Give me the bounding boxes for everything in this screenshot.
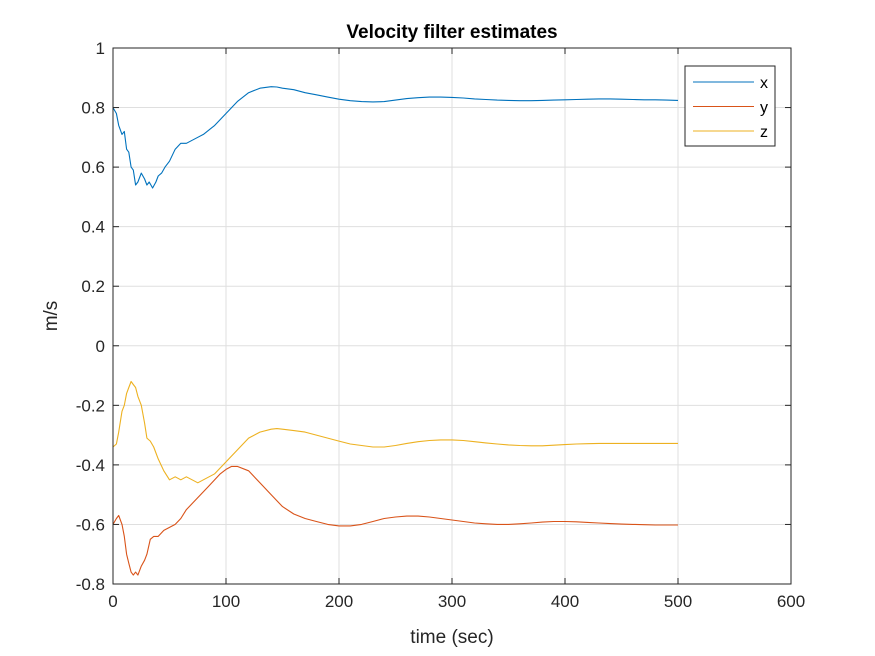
y-tick-label: 0.6: [81, 158, 105, 177]
x-axis-label: time (sec): [410, 627, 493, 648]
x-tick-label: 200: [325, 592, 353, 611]
legend-label-x: x: [760, 75, 768, 92]
series-layer: [112, 86, 679, 576]
y-tick-label: 1: [96, 39, 105, 58]
x-tick-label: 500: [664, 592, 692, 611]
series-line-z: [112, 380, 678, 484]
ticks: 0 100 200 300 400 500 600 -0.8 -0.6 -0.4 -0.2 0 0.2 0…: [76, 39, 805, 611]
y-tick-label: 0.8: [81, 99, 105, 118]
y-tick-label: -0.4: [76, 456, 105, 475]
grid: [113, 48, 791, 584]
legend[interactable]: xyz: [684, 65, 776, 147]
y-tick-label: 0: [96, 337, 105, 356]
y-axis-label: m/s: [41, 301, 62, 332]
x-tick-label: 600: [777, 592, 805, 611]
y-tick-label: -0.8: [76, 575, 105, 594]
y-tick-label: 0.2: [81, 277, 105, 296]
x-tick-label: 0: [108, 592, 117, 611]
legend-label-y: y: [760, 100, 768, 117]
y-tick-label: -0.2: [76, 396, 105, 415]
y-tick-label: 0.4: [81, 218, 105, 237]
x-tick-label: 100: [212, 592, 240, 611]
legend-label-z: z: [760, 124, 768, 141]
x-tick-label: 400: [551, 592, 579, 611]
y-tick-label: -0.6: [76, 515, 105, 534]
x-tick-label: 300: [438, 592, 466, 611]
series-line-x: [112, 86, 679, 189]
chart-title: Velocity filter estimates: [346, 22, 557, 43]
series-line-y: [112, 465, 678, 576]
